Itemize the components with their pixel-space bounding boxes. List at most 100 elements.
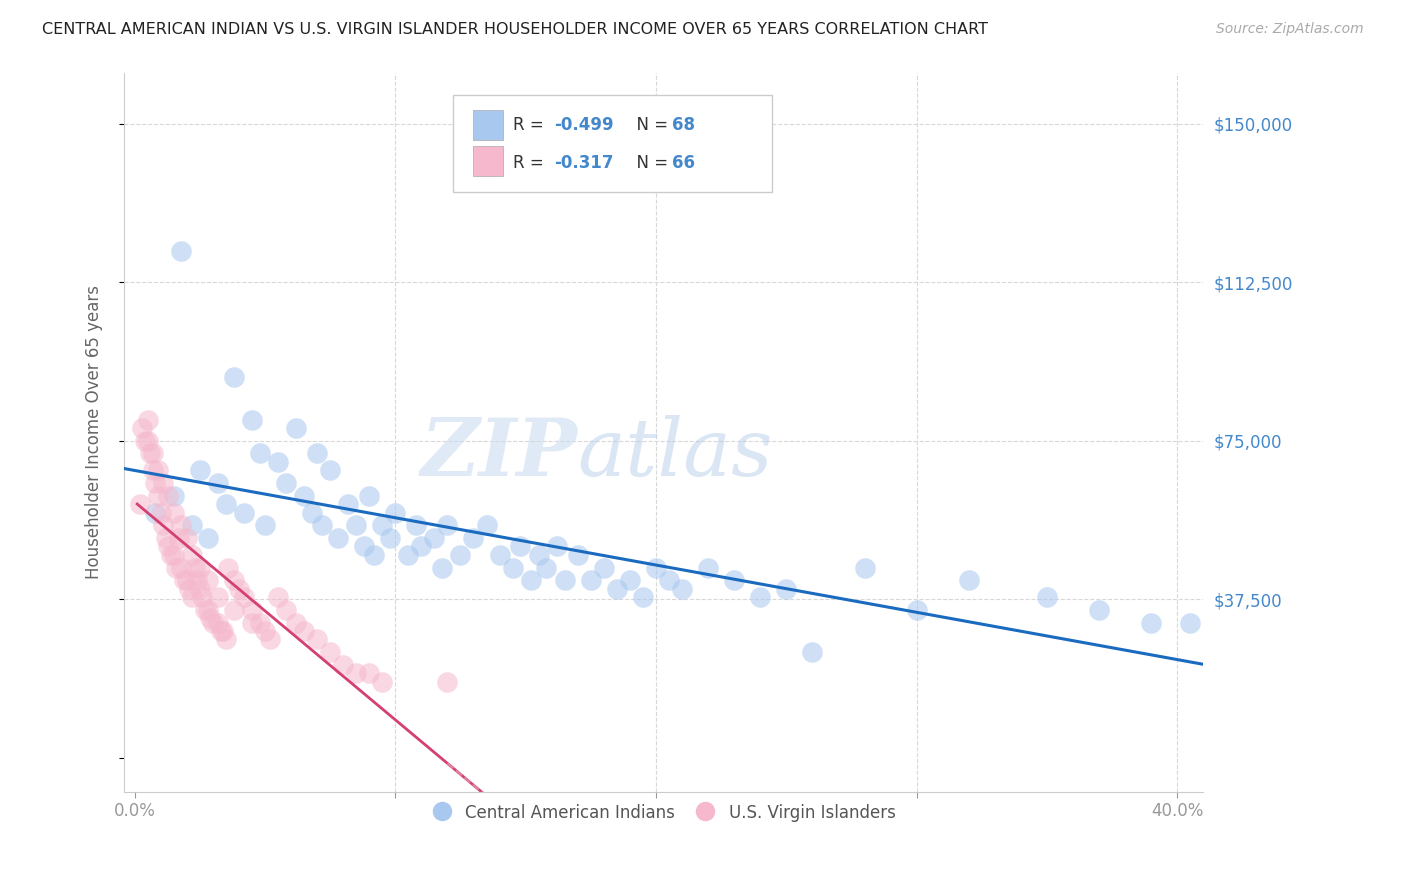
U.S. Virgin Islanders bbox=[163, 548, 186, 562]
U.S. Virgin Islanders bbox=[228, 582, 250, 596]
Central American Indians bbox=[536, 560, 558, 574]
Central American Indians bbox=[222, 370, 245, 384]
U.S. Virgin Islanders bbox=[136, 412, 159, 426]
Central American Indians bbox=[197, 531, 219, 545]
Central American Indians bbox=[432, 560, 454, 574]
Central American Indians bbox=[371, 518, 394, 533]
U.S. Virgin Islanders bbox=[201, 615, 224, 630]
U.S. Virgin Islanders bbox=[233, 590, 256, 604]
Central American Indians bbox=[423, 531, 446, 545]
Central American Indians bbox=[233, 506, 256, 520]
U.S. Virgin Islanders bbox=[249, 615, 271, 630]
Text: CENTRAL AMERICAN INDIAN VS U.S. VIRGIN ISLANDER HOUSEHOLDER INCOME OVER 65 YEARS: CENTRAL AMERICAN INDIAN VS U.S. VIRGIN I… bbox=[42, 22, 988, 37]
Central American Indians bbox=[449, 548, 471, 562]
Text: N =: N = bbox=[626, 116, 673, 134]
U.S. Virgin Islanders bbox=[253, 624, 276, 638]
U.S. Virgin Islanders bbox=[183, 560, 205, 574]
Central American Indians bbox=[411, 540, 433, 554]
U.S. Virgin Islanders bbox=[146, 489, 169, 503]
Central American Indians bbox=[520, 574, 543, 588]
Central American Indians bbox=[592, 560, 614, 574]
Central American Indians bbox=[170, 244, 193, 258]
Central American Indians bbox=[396, 548, 419, 562]
Central American Indians bbox=[378, 531, 401, 545]
Text: N =: N = bbox=[626, 153, 673, 172]
Central American Indians bbox=[240, 412, 263, 426]
U.S. Virgin Islanders bbox=[371, 674, 394, 689]
U.S. Virgin Islanders bbox=[134, 434, 156, 448]
Central American Indians bbox=[853, 560, 876, 574]
Central American Indians bbox=[436, 518, 458, 533]
Central American Indians bbox=[546, 540, 568, 554]
U.S. Virgin Islanders bbox=[267, 590, 290, 604]
Central American Indians bbox=[502, 560, 524, 574]
Central American Indians bbox=[463, 531, 485, 545]
Central American Indians bbox=[301, 506, 323, 520]
U.S. Virgin Islanders bbox=[146, 463, 169, 477]
Central American Indians bbox=[509, 540, 531, 554]
Central American Indians bbox=[253, 518, 276, 533]
U.S. Virgin Islanders bbox=[163, 506, 186, 520]
Central American Indians bbox=[1036, 590, 1059, 604]
U.S. Virgin Islanders bbox=[197, 603, 219, 617]
Text: -0.317: -0.317 bbox=[554, 153, 613, 172]
Text: R =: R = bbox=[513, 116, 548, 134]
Text: 66: 66 bbox=[672, 153, 696, 172]
Central American Indians bbox=[527, 548, 550, 562]
Central American Indians bbox=[475, 518, 498, 533]
Y-axis label: Householder Income Over 65 years: Householder Income Over 65 years bbox=[86, 285, 103, 579]
Central American Indians bbox=[384, 506, 406, 520]
Central American Indians bbox=[1180, 615, 1202, 630]
Central American Indians bbox=[292, 489, 315, 503]
U.S. Virgin Islanders bbox=[160, 548, 183, 562]
U.S. Virgin Islanders bbox=[152, 518, 174, 533]
U.S. Virgin Islanders bbox=[131, 421, 153, 435]
Central American Indians bbox=[579, 574, 602, 588]
U.S. Virgin Islanders bbox=[167, 531, 190, 545]
Central American Indians bbox=[488, 548, 510, 562]
Text: atlas: atlas bbox=[578, 415, 773, 492]
U.S. Virgin Islanders bbox=[222, 603, 245, 617]
Central American Indians bbox=[188, 463, 211, 477]
U.S. Virgin Islanders bbox=[240, 603, 263, 617]
U.S. Virgin Islanders bbox=[139, 446, 162, 460]
Central American Indians bbox=[905, 603, 928, 617]
U.S. Virgin Islanders bbox=[145, 476, 167, 491]
Central American Indians bbox=[249, 446, 271, 460]
U.S. Virgin Islanders bbox=[191, 590, 214, 604]
Central American Indians bbox=[337, 497, 360, 511]
U.S. Virgin Islanders bbox=[215, 632, 238, 647]
U.S. Virgin Islanders bbox=[332, 657, 354, 672]
U.S. Virgin Islanders bbox=[176, 574, 198, 588]
U.S. Virgin Islanders bbox=[212, 624, 235, 638]
Central American Indians bbox=[801, 645, 824, 659]
Central American Indians bbox=[274, 476, 297, 491]
FancyBboxPatch shape bbox=[472, 110, 503, 140]
Central American Indians bbox=[775, 582, 797, 596]
U.S. Virgin Islanders bbox=[170, 518, 193, 533]
Central American Indians bbox=[631, 590, 654, 604]
Central American Indians bbox=[619, 574, 641, 588]
U.S. Virgin Islanders bbox=[188, 582, 211, 596]
U.S. Virgin Islanders bbox=[173, 574, 195, 588]
Central American Indians bbox=[163, 489, 186, 503]
Central American Indians bbox=[554, 574, 576, 588]
U.S. Virgin Islanders bbox=[319, 645, 342, 659]
U.S. Virgin Islanders bbox=[128, 497, 150, 511]
U.S. Virgin Islanders bbox=[186, 574, 208, 588]
U.S. Virgin Islanders bbox=[259, 632, 281, 647]
U.S. Virgin Islanders bbox=[157, 540, 180, 554]
U.S. Virgin Islanders bbox=[149, 506, 172, 520]
FancyBboxPatch shape bbox=[453, 95, 772, 192]
Central American Indians bbox=[671, 582, 693, 596]
Central American Indians bbox=[344, 518, 367, 533]
Text: R =: R = bbox=[513, 153, 554, 172]
FancyBboxPatch shape bbox=[472, 145, 503, 176]
Central American Indians bbox=[267, 455, 290, 469]
Central American Indians bbox=[723, 574, 745, 588]
U.S. Virgin Islanders bbox=[142, 446, 165, 460]
U.S. Virgin Islanders bbox=[155, 531, 177, 545]
Central American Indians bbox=[1140, 615, 1163, 630]
Text: -0.499: -0.499 bbox=[554, 116, 613, 134]
Central American Indians bbox=[957, 574, 980, 588]
